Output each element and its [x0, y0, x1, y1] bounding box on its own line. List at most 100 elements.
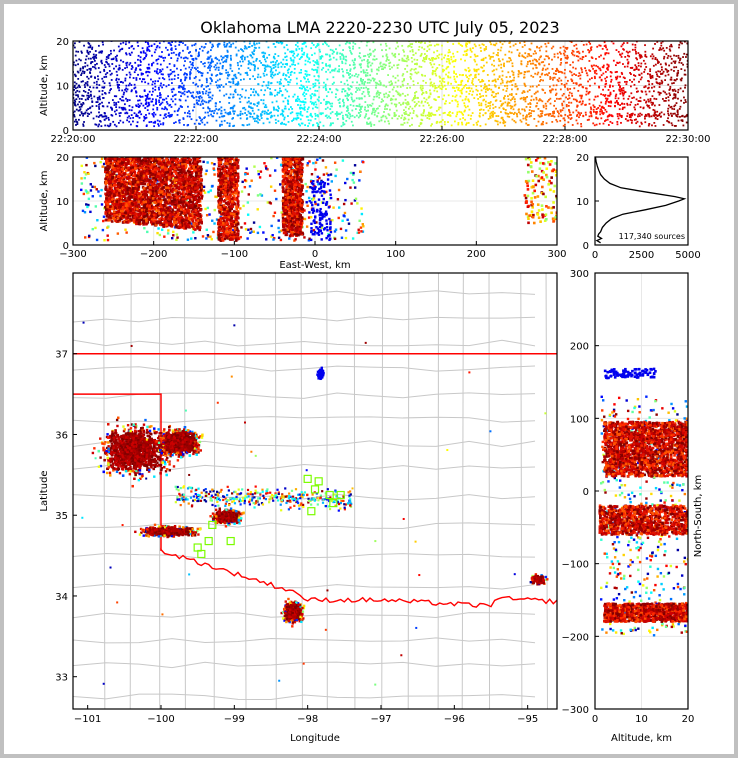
- source-point: [635, 122, 638, 125]
- source-point: [118, 112, 121, 115]
- source-point: [223, 119, 226, 122]
- source-point: [380, 116, 383, 119]
- source-point: [169, 73, 171, 76]
- source-point: [184, 76, 187, 79]
- source-point: [501, 74, 504, 77]
- source-point: [296, 100, 299, 102]
- source-point: [422, 91, 425, 94]
- source-point: [446, 66, 449, 69]
- source-point: [423, 97, 426, 100]
- source-point: [600, 101, 603, 104]
- source-point: [578, 52, 581, 55]
- source-point: [104, 115, 107, 117]
- source-point: [603, 107, 605, 109]
- source-point: [89, 50, 91, 53]
- source-point: [160, 82, 162, 85]
- source-point: [159, 123, 162, 126]
- source-point: [388, 47, 391, 50]
- source-point: [326, 106, 329, 109]
- source-point: [113, 95, 116, 98]
- source-point: [617, 50, 620, 53]
- source-point: [277, 62, 280, 65]
- source-point: [500, 104, 503, 107]
- source-point: [280, 122, 282, 125]
- source-point: [227, 74, 230, 77]
- source-point: [505, 76, 508, 78]
- source-point: [492, 55, 494, 58]
- source-point: [645, 66, 648, 68]
- source-point: [535, 66, 538, 69]
- source-point: [615, 100, 618, 102]
- source-point: [313, 52, 316, 55]
- source-point: [540, 78, 542, 81]
- source-point: [148, 45, 150, 48]
- source-point: [113, 67, 115, 70]
- source-point: [658, 83, 661, 86]
- source-point: [374, 48, 376, 51]
- source-point: [169, 103, 172, 106]
- source-point: [143, 57, 146, 60]
- source-point: [588, 118, 590, 121]
- source-point: [262, 81, 265, 83]
- source-point: [78, 41, 81, 43]
- source-point: [124, 43, 127, 46]
- source-point: [316, 158, 319, 161]
- source-point: [133, 71, 136, 74]
- source-point: [314, 161, 318, 164]
- source-point: [312, 124, 314, 127]
- source-point: [174, 181, 177, 185]
- source-point: [656, 58, 659, 61]
- source-point: [680, 79, 683, 82]
- source-point: [511, 65, 514, 68]
- source-point: [375, 95, 378, 98]
- source-point: [144, 117, 147, 120]
- source-point: [669, 86, 672, 88]
- source-point: [510, 51, 513, 54]
- source-point: [457, 42, 460, 45]
- source-point: [434, 85, 436, 87]
- source-point: [135, 105, 138, 108]
- source-point: [100, 114, 103, 116]
- source-point: [301, 43, 304, 45]
- source-point: [348, 46, 351, 49]
- source-point: [98, 103, 100, 106]
- source-point: [222, 56, 225, 59]
- source-point: [162, 98, 164, 101]
- source-point: [359, 97, 361, 100]
- source-point: [174, 98, 177, 101]
- source-point: [524, 85, 527, 88]
- source-point: [430, 44, 433, 47]
- source-point: [619, 104, 621, 106]
- time-altitude-points: [73, 41, 688, 130]
- source-point: [85, 55, 88, 58]
- source-point: [346, 177, 349, 181]
- source-point: [270, 75, 272, 78]
- source-point: [94, 50, 97, 52]
- source-point: [137, 111, 140, 114]
- source-point: [291, 63, 294, 66]
- source-point: [267, 82, 270, 84]
- source-point: [587, 49, 590, 51]
- source-point: [634, 44, 637, 46]
- source-point: [578, 72, 581, 75]
- source-point: [190, 237, 193, 240]
- source-point: [614, 105, 616, 107]
- source-point: [337, 188, 341, 192]
- source-point: [350, 96, 353, 99]
- source-point: [525, 118, 528, 121]
- source-point: [259, 76, 262, 79]
- source-point: [519, 119, 522, 122]
- source-point: [265, 41, 268, 43]
- source-point: [197, 195, 201, 199]
- source-point: [237, 72, 240, 74]
- source-point: [191, 94, 194, 97]
- source-point: [225, 60, 228, 63]
- source-point: [456, 100, 459, 103]
- source-point: [558, 97, 560, 100]
- source-point: [664, 68, 667, 70]
- source-point: [685, 56, 687, 58]
- source-point: [216, 45, 219, 48]
- source-point: [86, 83, 89, 86]
- source-point: [484, 103, 487, 106]
- source-point: [115, 125, 118, 128]
